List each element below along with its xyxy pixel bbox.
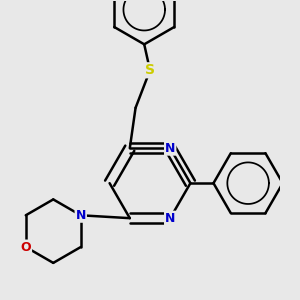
Text: N: N	[165, 212, 175, 225]
Text: O: O	[20, 241, 31, 254]
Text: N: N	[165, 142, 175, 155]
Text: S: S	[145, 63, 155, 77]
Text: N: N	[76, 209, 86, 222]
